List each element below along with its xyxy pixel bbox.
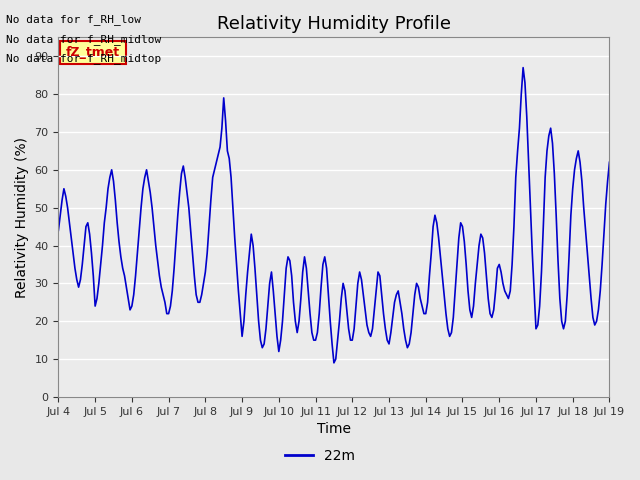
- Legend: 22m: 22m: [280, 443, 360, 468]
- Title: Relativity Humidity Profile: Relativity Humidity Profile: [217, 15, 451, 33]
- Y-axis label: Relativity Humidity (%): Relativity Humidity (%): [15, 137, 29, 298]
- X-axis label: Time: Time: [317, 422, 351, 436]
- Text: fZ_tmet: fZ_tmet: [66, 46, 120, 59]
- Text: No data for f_RH_low: No data for f_RH_low: [6, 14, 141, 25]
- FancyBboxPatch shape: [60, 41, 126, 64]
- Text: No data for f_RH_midlow: No data for f_RH_midlow: [6, 34, 162, 45]
- Text: No data for f_RH_midtop: No data for f_RH_midtop: [6, 53, 162, 64]
